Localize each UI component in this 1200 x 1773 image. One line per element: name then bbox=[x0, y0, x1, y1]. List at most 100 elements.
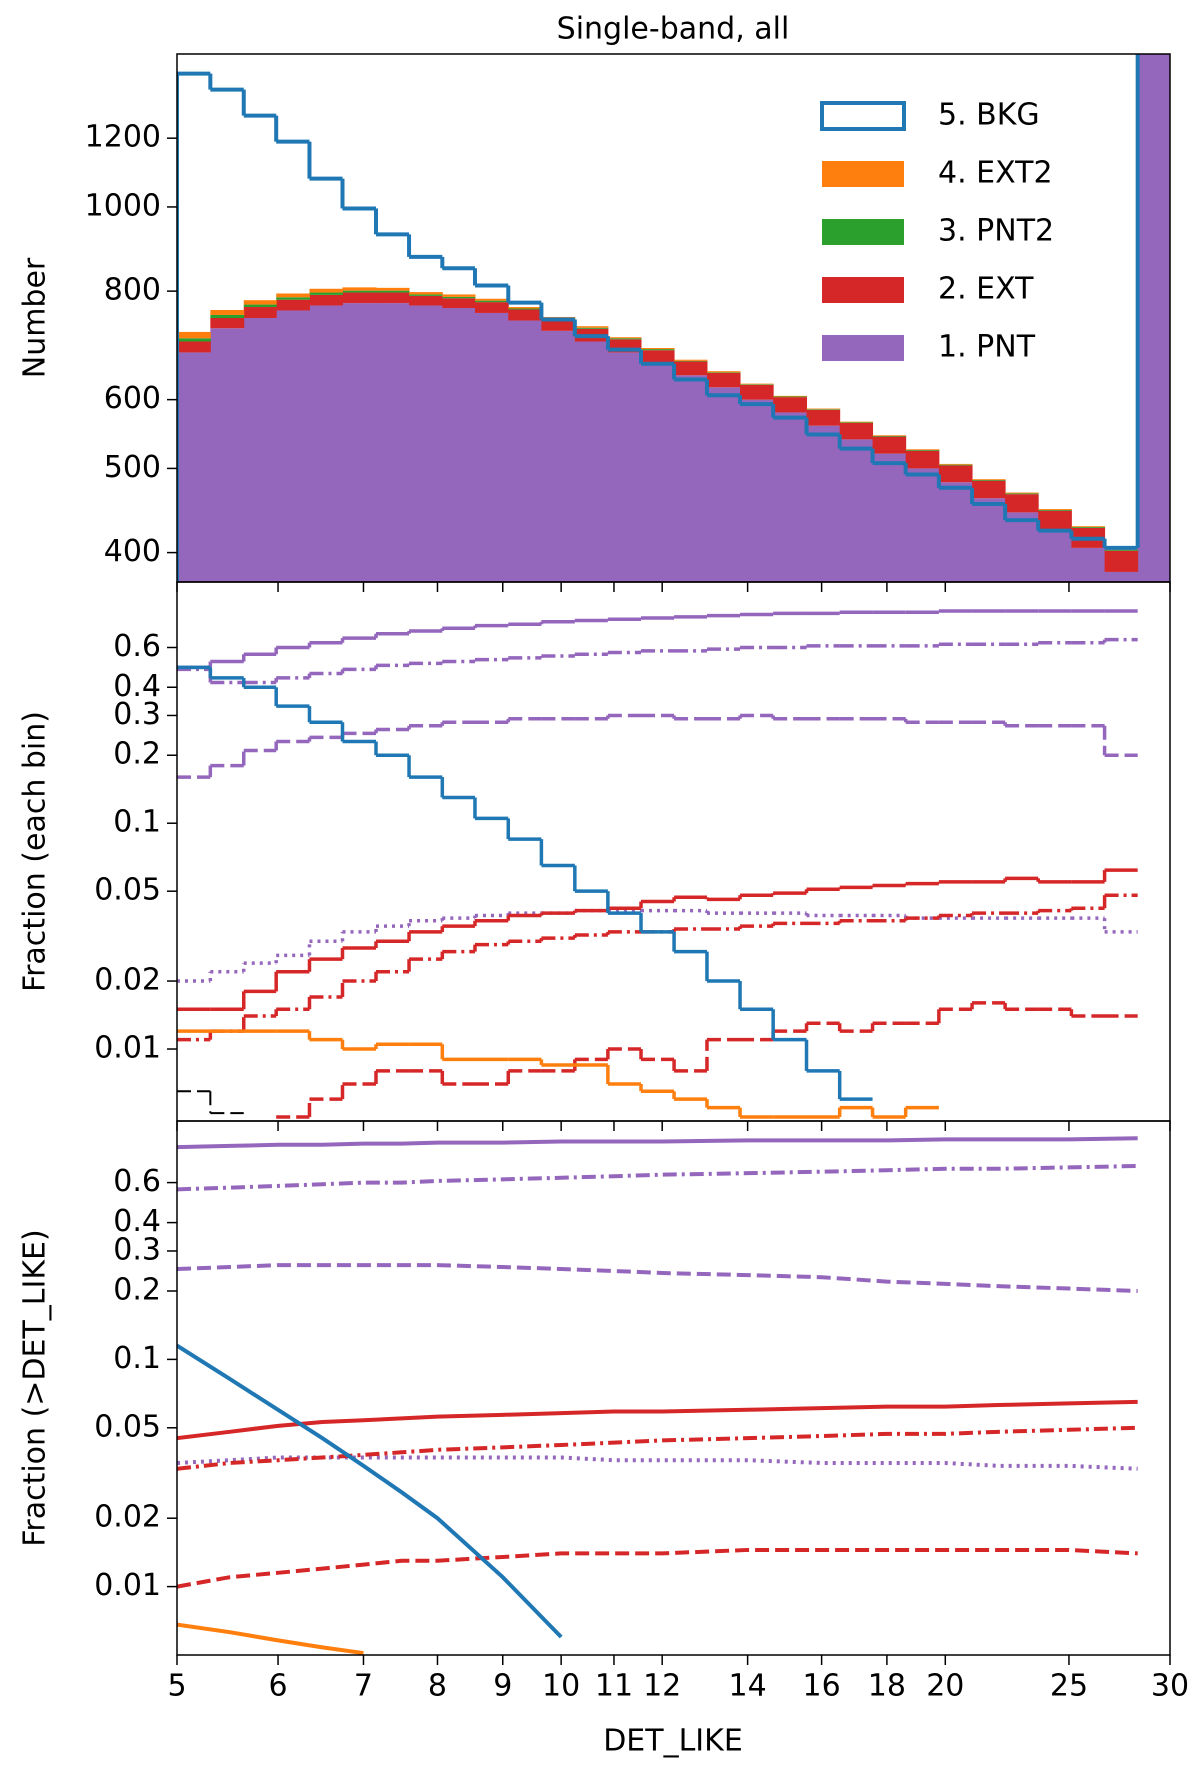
bar-segment bbox=[972, 480, 1006, 499]
bar-segment bbox=[442, 294, 476, 297]
bar-segment bbox=[375, 292, 410, 304]
bar-segment bbox=[508, 308, 542, 310]
y-axis-label: Fraction (each bin) bbox=[18, 711, 53, 992]
y-tick-label: 600 bbox=[104, 381, 161, 416]
bar-segment bbox=[177, 338, 211, 342]
y-tick-label: 0.4 bbox=[113, 1204, 161, 1239]
y-axis-label: Number bbox=[18, 257, 53, 378]
legend-label: 5. BKG bbox=[938, 98, 1040, 133]
bar-segment bbox=[773, 412, 808, 582]
bar-segment bbox=[1104, 550, 1139, 572]
bar-segment bbox=[872, 453, 907, 582]
bar-segment bbox=[1005, 492, 1039, 494]
bar-segment bbox=[607, 337, 642, 339]
y-tick-label: 0.05 bbox=[94, 1409, 161, 1444]
legend-label: 2. EXT bbox=[938, 272, 1034, 307]
x-tick-label: 5 bbox=[167, 1669, 186, 1704]
bar-segment bbox=[342, 303, 377, 582]
y-tick-label: 0.02 bbox=[94, 1500, 161, 1535]
x-tick-label: 14 bbox=[729, 1669, 767, 1704]
bar-segment bbox=[243, 300, 277, 305]
bar-segment bbox=[806, 409, 841, 410]
legend-swatch bbox=[822, 219, 904, 245]
y-axis-label: Fraction (>DET_LIKE) bbox=[18, 1229, 53, 1546]
y-tick-label: 0.1 bbox=[113, 1341, 161, 1376]
bar-segment bbox=[342, 290, 377, 293]
y-tick-label: 0.3 bbox=[113, 1232, 161, 1267]
bar-segment bbox=[474, 302, 509, 313]
bar-segment bbox=[210, 314, 245, 318]
bar-segment bbox=[806, 409, 841, 426]
y-tick-label: 0.4 bbox=[113, 669, 161, 704]
y-tick-label: 0.01 bbox=[94, 1031, 161, 1066]
bar-segment bbox=[574, 327, 609, 329]
bar-segment bbox=[442, 307, 476, 582]
bar-segment bbox=[1071, 527, 1106, 528]
y-tick-label: 1000 bbox=[85, 188, 161, 223]
bar-segment bbox=[409, 305, 443, 582]
x-tick-label: 8 bbox=[428, 1669, 447, 1704]
bar-segment bbox=[309, 294, 343, 306]
bar-segment bbox=[409, 292, 443, 295]
bar-segment bbox=[1005, 493, 1039, 495]
y-tick-label: 500 bbox=[104, 450, 161, 485]
bar-segment bbox=[872, 435, 907, 436]
bar-segment bbox=[1038, 509, 1072, 511]
bar-segment bbox=[607, 338, 642, 340]
bar-segment bbox=[210, 309, 245, 315]
bar-segment bbox=[541, 319, 576, 331]
bar-segment bbox=[276, 299, 310, 311]
x-axis-label: DET_LIKE bbox=[603, 1724, 743, 1759]
bar-segment bbox=[276, 310, 310, 582]
legend-swatch bbox=[822, 277, 904, 303]
line bbox=[177, 1622, 364, 1655]
plot-area bbox=[177, 609, 1138, 1119]
bar-segment bbox=[905, 449, 940, 451]
bar-segment bbox=[641, 350, 675, 364]
bar-segment bbox=[243, 304, 277, 308]
bar-segment bbox=[375, 303, 410, 582]
bar-segment bbox=[806, 408, 841, 410]
bar-segment bbox=[574, 341, 609, 582]
bar-segment bbox=[177, 341, 211, 353]
bar-segment bbox=[508, 307, 542, 309]
y-tick-label: 0.05 bbox=[94, 873, 161, 908]
bar-segment bbox=[706, 371, 741, 373]
y-tick-label: 0.1 bbox=[113, 805, 161, 840]
bar-segment bbox=[1104, 549, 1139, 551]
bar-segment bbox=[641, 348, 675, 350]
axes-frame bbox=[176, 1120, 1171, 1656]
plot-area bbox=[177, 54, 1170, 582]
x-tick-label: 6 bbox=[268, 1669, 287, 1704]
bar-segment bbox=[773, 397, 808, 413]
bar-segment bbox=[740, 383, 774, 385]
bar-segment bbox=[839, 422, 874, 423]
bar-segment bbox=[508, 320, 542, 582]
bar-segment bbox=[773, 396, 808, 398]
line bbox=[177, 1343, 563, 1639]
bar-segment bbox=[375, 290, 410, 293]
line bbox=[177, 1163, 1138, 1192]
x-tick-label: 11 bbox=[595, 1669, 633, 1704]
bar-segment bbox=[375, 287, 410, 291]
bar-segment bbox=[1038, 529, 1072, 582]
bar-segment bbox=[740, 384, 774, 385]
bar-segment bbox=[674, 359, 708, 361]
legend-label: 4. EXT2 bbox=[938, 156, 1053, 191]
y-tick-label: 0.3 bbox=[113, 697, 161, 732]
bar-segment bbox=[938, 482, 973, 582]
bar-segment bbox=[839, 422, 874, 440]
legend-swatch bbox=[820, 101, 906, 131]
bar-segment bbox=[474, 298, 509, 301]
bar-segment bbox=[309, 292, 343, 295]
bar-segment bbox=[641, 349, 675, 351]
bar-segment bbox=[177, 352, 211, 582]
y-tick-label: 800 bbox=[104, 273, 161, 308]
x-tick-label: 12 bbox=[643, 1669, 681, 1704]
legend-swatch bbox=[822, 161, 904, 187]
bar-segment bbox=[1137, 54, 1170, 582]
bar-segment bbox=[342, 287, 377, 291]
bar-segment bbox=[409, 295, 443, 306]
x-tick-label: 16 bbox=[803, 1669, 841, 1704]
bar-segment bbox=[1071, 526, 1106, 528]
